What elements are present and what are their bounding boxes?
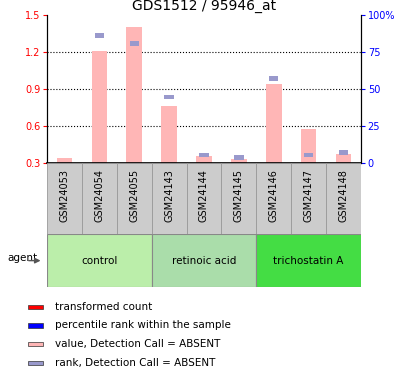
- Bar: [161, 106, 177, 163]
- Bar: [303, 153, 312, 158]
- Bar: [325, 163, 360, 234]
- Bar: [60, 177, 69, 182]
- Bar: [256, 234, 360, 287]
- Bar: [300, 129, 316, 163]
- Bar: [47, 163, 82, 234]
- Bar: [28, 342, 43, 346]
- Title: GDS1512 / 95946_at: GDS1512 / 95946_at: [132, 0, 275, 13]
- Bar: [28, 324, 43, 327]
- Bar: [256, 163, 290, 234]
- Text: trichostatin A: trichostatin A: [273, 256, 343, 266]
- Text: GSM24054: GSM24054: [94, 169, 104, 222]
- Text: value, Detection Call = ABSENT: value, Detection Call = ABSENT: [55, 339, 220, 349]
- Bar: [290, 163, 325, 234]
- Bar: [91, 51, 107, 163]
- Text: agent: agent: [7, 253, 37, 263]
- Bar: [126, 27, 142, 163]
- Bar: [268, 76, 278, 81]
- Text: rank, Detection Call = ABSENT: rank, Detection Call = ABSENT: [55, 358, 215, 369]
- Text: percentile rank within the sample: percentile rank within the sample: [55, 321, 230, 330]
- Bar: [186, 163, 221, 234]
- Bar: [117, 163, 151, 234]
- Text: GSM24148: GSM24148: [337, 169, 348, 222]
- Bar: [28, 305, 43, 309]
- Text: retinoic acid: retinoic acid: [171, 256, 236, 266]
- Bar: [230, 159, 246, 163]
- Text: transformed count: transformed count: [55, 302, 152, 312]
- Bar: [28, 362, 43, 366]
- Bar: [56, 158, 72, 163]
- Bar: [234, 155, 243, 160]
- Text: control: control: [81, 256, 117, 266]
- Bar: [94, 33, 104, 38]
- Bar: [151, 163, 186, 234]
- Text: GSM24146: GSM24146: [268, 169, 278, 222]
- Bar: [82, 163, 117, 234]
- Text: GSM24147: GSM24147: [303, 169, 313, 222]
- Bar: [196, 156, 211, 163]
- Bar: [129, 41, 139, 46]
- Bar: [221, 163, 256, 234]
- Bar: [265, 84, 281, 163]
- Text: GSM24144: GSM24144: [198, 169, 209, 222]
- Text: GSM24145: GSM24145: [233, 169, 243, 222]
- Bar: [47, 234, 151, 287]
- Bar: [164, 95, 173, 99]
- Text: GSM24053: GSM24053: [59, 169, 70, 222]
- Bar: [338, 150, 347, 155]
- Text: GSM24055: GSM24055: [129, 169, 139, 222]
- Bar: [335, 154, 351, 163]
- Bar: [151, 234, 256, 287]
- Text: GSM24143: GSM24143: [164, 169, 174, 222]
- Bar: [199, 153, 208, 158]
